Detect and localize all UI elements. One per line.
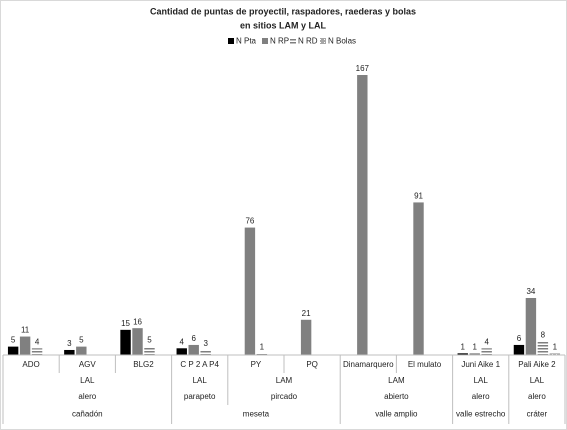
value-label: 167: [356, 64, 370, 73]
x-tick-label: PY: [251, 360, 262, 369]
bar: [176, 348, 187, 355]
group-label: alero: [78, 392, 96, 401]
group-label: LAM: [276, 376, 293, 385]
legend-swatch: [228, 38, 234, 44]
bar: [457, 353, 468, 355]
x-tick-label: Juni Aike 1: [461, 360, 500, 369]
group-label: abierto: [384, 392, 409, 401]
group-label: valle amplio: [375, 410, 418, 419]
group-label: LAL: [193, 376, 208, 385]
value-label: 5: [11, 336, 16, 345]
group-label: meseta: [243, 410, 270, 419]
legend-swatch: [290, 38, 296, 44]
value-label: 5: [147, 336, 152, 345]
legend-label: N Bolas: [328, 37, 356, 46]
group-label: alero: [472, 392, 490, 401]
x-tick-label: Pali Aike 2: [518, 360, 556, 369]
value-label: 8: [541, 331, 546, 340]
x-tick-label: Dinamarquero: [343, 360, 394, 369]
value-label: 3: [67, 339, 72, 348]
bar: [481, 348, 492, 355]
value-label: 34: [526, 287, 535, 296]
group-label: valle estrecho: [456, 410, 506, 419]
value-label: 1: [472, 342, 477, 351]
value-label: 1: [553, 342, 558, 351]
value-label: 6: [191, 334, 196, 343]
value-label: 91: [414, 192, 423, 201]
value-label: 4: [484, 337, 489, 346]
x-tick-label: AGV: [79, 360, 97, 369]
group-label: LAL: [530, 376, 545, 385]
legend-label: N Pta: [236, 37, 257, 46]
value-label: 4: [180, 337, 185, 346]
bar: [300, 319, 312, 355]
group-label: cañadón: [72, 410, 103, 419]
bar: [549, 353, 561, 355]
bar: [7, 346, 19, 355]
chart-title: Cantidad de puntas de proyectil, raspado…: [150, 6, 416, 16]
bar: [256, 353, 268, 355]
bar: [64, 349, 75, 355]
value-label: 15: [121, 319, 130, 328]
x-tick-label: BLG2: [133, 360, 154, 369]
x-tick-label: PQ: [306, 360, 318, 369]
bar: [413, 202, 424, 355]
x-tick-label: El mulato: [408, 360, 442, 369]
x-tick-label: C P 2 A P4: [180, 360, 219, 369]
bar: [525, 297, 537, 355]
bar: [513, 344, 525, 355]
group-label: cráter: [527, 410, 548, 419]
legend-swatch: [320, 38, 326, 44]
group-label: parapeto: [184, 392, 216, 401]
value-label: 1: [461, 342, 466, 351]
legend-swatch: [262, 38, 268, 44]
bar: [537, 341, 549, 355]
bar: [357, 75, 368, 355]
group-label: LAL: [474, 376, 489, 385]
bar: [469, 353, 480, 355]
value-label: 1: [260, 342, 265, 351]
bar: [200, 349, 211, 355]
bar: [31, 348, 43, 355]
value-label: 5: [79, 336, 84, 345]
value-label: 16: [133, 317, 142, 326]
bar: [188, 344, 199, 355]
value-label: 4: [35, 337, 40, 346]
bar: [244, 227, 256, 355]
value-label: 11: [21, 326, 30, 335]
value-label: 76: [245, 217, 254, 226]
group-label: LAL: [80, 376, 95, 385]
bar: [144, 346, 155, 355]
value-label: 3: [203, 339, 208, 348]
value-label: 6: [517, 334, 522, 343]
chart-title: en sitios LAM y LAL: [240, 20, 327, 30]
bar: [76, 346, 87, 355]
group-label: alero: [528, 392, 546, 401]
bar: [120, 329, 131, 355]
value-label: 21: [302, 309, 311, 318]
bar: [19, 336, 31, 355]
group-label: pircado: [271, 392, 298, 401]
bar: [132, 328, 143, 355]
legend-label: N RP: [270, 37, 289, 46]
group-label: LAM: [388, 376, 405, 385]
legend-label: N RD: [298, 37, 318, 46]
x-tick-label: ADO: [22, 360, 39, 369]
